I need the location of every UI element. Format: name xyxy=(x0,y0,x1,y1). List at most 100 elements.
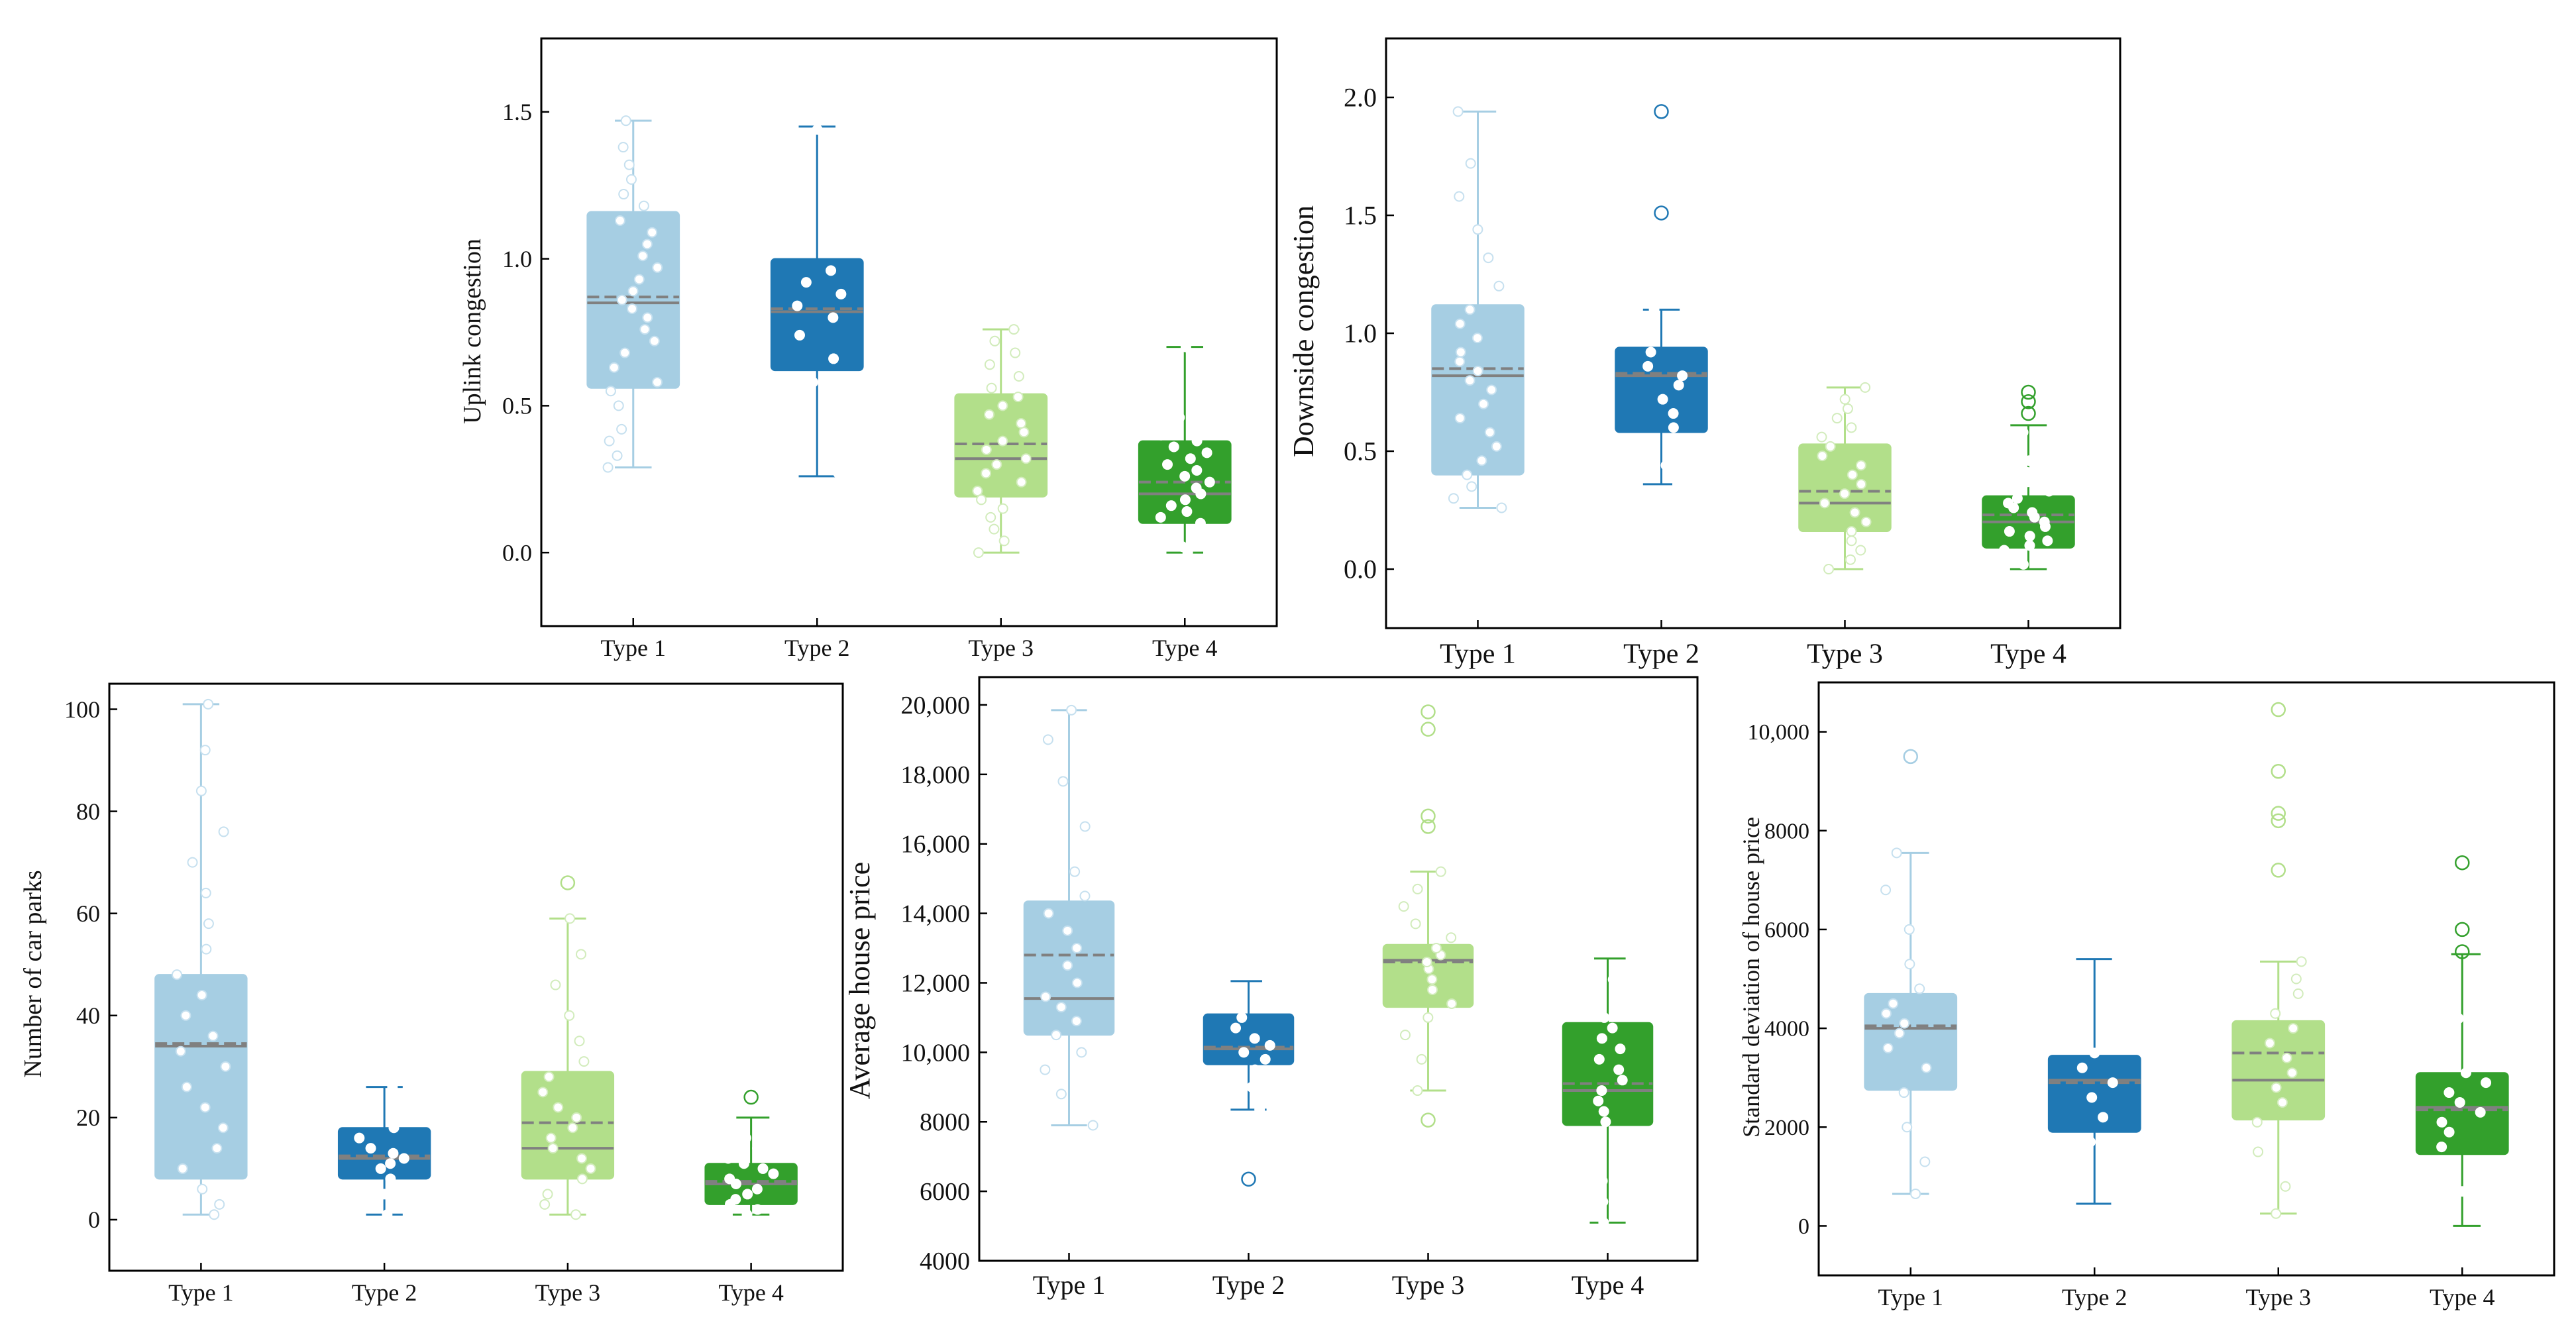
carparks-data-point xyxy=(387,1081,398,1093)
uplink-xtick-label: Type 2 xyxy=(784,635,849,661)
downside-data-point xyxy=(1464,304,1476,315)
downside-data-point xyxy=(1846,535,1857,547)
avgprice-xtick-label: Type 4 xyxy=(1572,1270,1644,1300)
downside-data-point xyxy=(2017,559,2029,570)
uplink-data-point xyxy=(790,397,801,408)
uplink-data-point xyxy=(616,423,627,435)
avgprice-data-point xyxy=(1236,1012,1248,1023)
uplink-data-point xyxy=(1179,494,1191,506)
downside-data-point xyxy=(2048,564,2059,574)
stdprice-data-point xyxy=(2089,1047,2100,1059)
uplink-data-point xyxy=(808,376,819,388)
uplink-data-point xyxy=(1192,353,1203,364)
carparks-outlier-point xyxy=(743,1089,759,1105)
carparks-data-point xyxy=(564,1010,575,1021)
avgprice-xtick-label: Type 1 xyxy=(1033,1270,1105,1300)
carparks-ylabel: Number of car parks xyxy=(19,870,47,1077)
avgprice-data-point xyxy=(1421,957,1432,968)
downside-data-point xyxy=(2043,486,2055,497)
downside-data-point xyxy=(1668,408,1679,419)
uplink-data-point xyxy=(1008,324,1020,335)
carparks-data-point xyxy=(378,1189,390,1200)
avgprice-data-point xyxy=(1062,925,1073,936)
uplink-data-point xyxy=(981,444,992,455)
carparks-data-point xyxy=(542,1189,553,1200)
avgprice-ytick-label: 6000 xyxy=(920,1178,970,1206)
stdprice-ytick-label: 2000 xyxy=(1764,1116,1809,1140)
avgprice-data-point xyxy=(1079,890,1091,902)
uplink-data-point xyxy=(637,250,649,262)
stdprice-data-point xyxy=(1904,924,1915,935)
uplink-data-point xyxy=(1155,429,1167,441)
downside-data-point xyxy=(1677,370,1688,382)
downside-data-point xyxy=(2024,540,2035,551)
uplink-data-point xyxy=(1155,523,1167,535)
avgprice-data-point xyxy=(1593,1053,1605,1065)
avgprice-data-point xyxy=(1435,866,1446,877)
carparks-data-point xyxy=(201,943,212,955)
carparks-data-point xyxy=(375,1163,386,1174)
downside-data-point xyxy=(1823,564,1835,574)
stdprice-outlier-point xyxy=(2271,764,2286,779)
uplink-data-point xyxy=(1013,371,1024,382)
avgprice-data-point xyxy=(1249,1033,1260,1044)
uplink-data-point xyxy=(642,312,653,323)
uplink-data-point xyxy=(608,362,619,373)
uplink-data-point xyxy=(991,459,1002,470)
uplink-data-point xyxy=(1180,341,1191,352)
uplink-data-point xyxy=(1162,459,1173,470)
uplink-data-point xyxy=(1010,347,1021,358)
uplink-data-point xyxy=(625,174,637,185)
stdprice-data-point xyxy=(2112,953,2123,965)
stdprice-outlier-point xyxy=(2271,702,2286,718)
stdprice-data-point xyxy=(2296,956,2307,967)
uplink-data-point xyxy=(1201,447,1212,458)
carparks-data-point xyxy=(539,1199,551,1210)
stdprice-ytick-label: 0 xyxy=(1798,1214,1809,1239)
stdprice-data-point xyxy=(2445,1047,2457,1059)
avgprice-data-point xyxy=(1412,883,1423,894)
uplink-data-point xyxy=(617,142,629,153)
uplink-data-point xyxy=(649,335,660,347)
downside-data-point xyxy=(2024,531,2035,542)
stdprice-data-point xyxy=(2111,1198,2122,1209)
carparks-data-point xyxy=(537,1087,549,1098)
uplink-data-point xyxy=(1191,435,1203,447)
downside-xtick-label: Type 4 xyxy=(1990,639,2066,670)
uplink-data-point xyxy=(1191,464,1203,476)
carparks-data-point xyxy=(207,1030,219,1041)
carparks-data-point xyxy=(727,1138,739,1149)
stdprice-box xyxy=(1864,992,1958,1091)
avgprice-data-point xyxy=(1264,1040,1275,1051)
avgprice-data-point xyxy=(1446,932,1457,943)
stdprice-data-point xyxy=(2280,1181,2291,1192)
downside-data-point xyxy=(1657,394,1668,405)
stdprice-data-point xyxy=(2442,1220,2453,1232)
downside-congestion-panel: 0.0 0.5 1.0 1.5 2.0 Type 1 Type 2 Type 3 Type 4 D… xyxy=(1287,37,2121,670)
avgprice-data-point xyxy=(1596,1033,1607,1044)
avgprice-plot-frame xyxy=(978,676,1699,1262)
stdprice-data-point xyxy=(2475,969,2487,980)
stdprice-xtick-label: Type 4 xyxy=(2430,1284,2495,1310)
uplink-data-point xyxy=(638,200,649,211)
downside-ylabel: Downside congestion xyxy=(1287,205,1320,457)
uplink-data-point xyxy=(1165,500,1177,511)
avgprice-outlier-point xyxy=(1421,1112,1436,1128)
downside-ytick-label: 1.0 xyxy=(1344,319,1377,348)
downside-data-point xyxy=(1856,478,1867,490)
carparks-data-point xyxy=(553,1102,564,1113)
carparks-data-point xyxy=(211,1143,223,1154)
carparks-data-point xyxy=(214,1199,225,1210)
carparks-data-point xyxy=(570,1209,582,1220)
avgprice-data-point xyxy=(1260,1053,1271,1065)
downside-data-point xyxy=(1672,478,1683,490)
avgprice-data-point xyxy=(1040,991,1051,1002)
uplink-data-point xyxy=(619,347,631,358)
downside-data-point xyxy=(1454,318,1466,329)
stdprice-data-point xyxy=(1882,1042,1894,1053)
uplink-data-point xyxy=(1171,535,1182,547)
uplink-box xyxy=(586,211,680,389)
downside-data-point xyxy=(1668,422,1679,433)
downside-data-point xyxy=(2003,498,2014,509)
stdprice-data-point xyxy=(2453,1013,2464,1024)
